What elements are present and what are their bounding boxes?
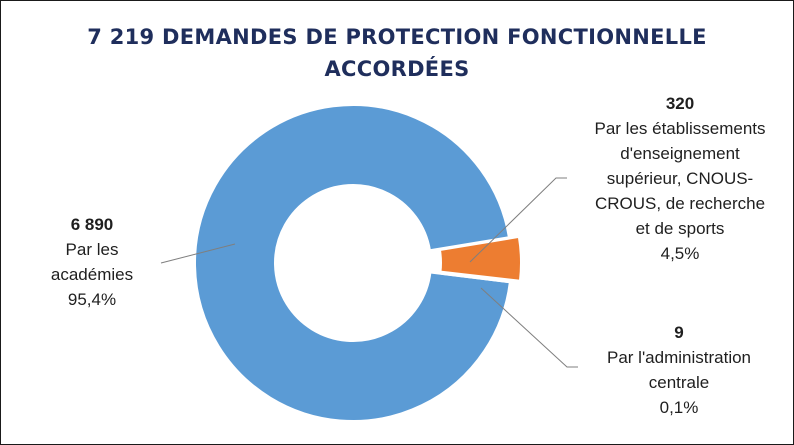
slice-name-line: académies [50,265,134,284]
slice-name-line: d'enseignement [620,144,740,163]
label-administration-centrale: 9 Par l'administration centrale 0,1% [579,320,779,420]
slice-name-line: et de sports [635,219,725,238]
slice-name-line: supérieur, CNOUS- [606,169,754,188]
slice-name-line: Par l'administration [606,348,752,367]
slice-value-label: 320 [665,94,695,113]
slice-name-line: Par les [65,240,119,259]
slice-name-line: Par les établissements [594,119,766,138]
slice-administration-centrale [441,272,523,285]
leader-line-academies [160,243,236,264]
label-enseignement-superieur: 320 Par les établissements d'enseignemen… [567,91,793,266]
chart-title: 7 219 DEMANDES DE PROTECTION FONCTIONNEL… [87,25,707,81]
slice-value-label: 9 [674,323,684,342]
slice-value-label: 6 890 [70,215,114,234]
slice-name-line: centrale [648,373,710,392]
slice-percent-label: 0,1% [659,398,699,417]
leader-line-enseignement-superieur [469,177,567,263]
slice-enseignement-superieur [438,235,522,282]
slice-name-line: CROUS, de recherche [594,194,766,213]
slice-percent-label: 95,4% [67,290,117,309]
leader-line-administration-centrale [480,287,578,368]
label-academies: 6 890 Par les académies 95,4% [21,212,163,312]
slice-percent-label: 4,5% [660,244,700,263]
slice-academies [194,104,511,422]
